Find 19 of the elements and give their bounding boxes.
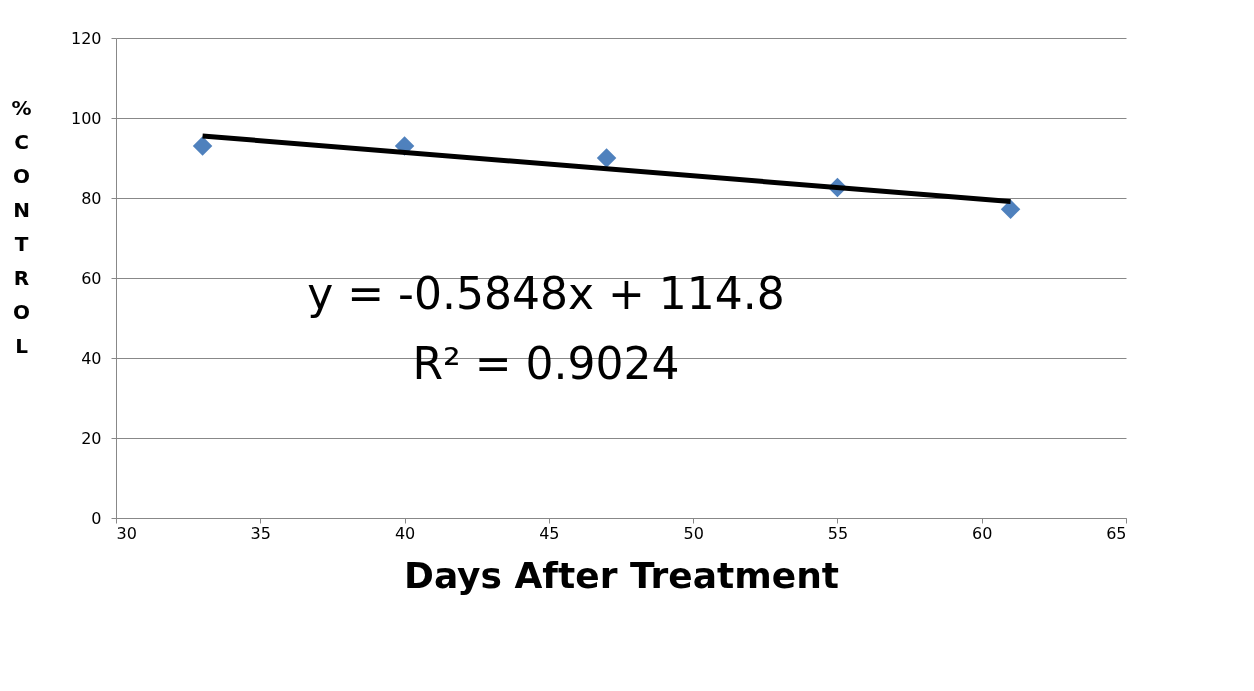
- annotation: R² = 0.9024: [412, 338, 680, 389]
- x-tick-label: 65: [1106, 523, 1127, 543]
- x-axis-title: Days After Treatment: [404, 554, 839, 596]
- y-tick-label: 0: [91, 508, 102, 528]
- y-tick-label: 100: [70, 108, 102, 128]
- y-tick-label: 40: [81, 348, 102, 368]
- x-tick-label: 45: [539, 523, 560, 543]
- annotation: y = -0.5848x + 114.8: [307, 268, 785, 319]
- x-tick-label: 60: [972, 523, 993, 543]
- y-axis-title: % CONTROL: [11, 95, 32, 358]
- y-tick-label: 60: [81, 268, 102, 288]
- y-tick-label: 80: [81, 188, 102, 208]
- x-tick-label: 50: [683, 523, 704, 543]
- y-tick-label: 120: [70, 28, 102, 48]
- x-tick-label: 40: [394, 523, 416, 543]
- x-tick-label: 55: [827, 523, 849, 543]
- x-tick-label: 30: [116, 523, 137, 543]
- x-tick-label: 35: [250, 523, 271, 543]
- y-tick-label: 20: [81, 428, 102, 448]
